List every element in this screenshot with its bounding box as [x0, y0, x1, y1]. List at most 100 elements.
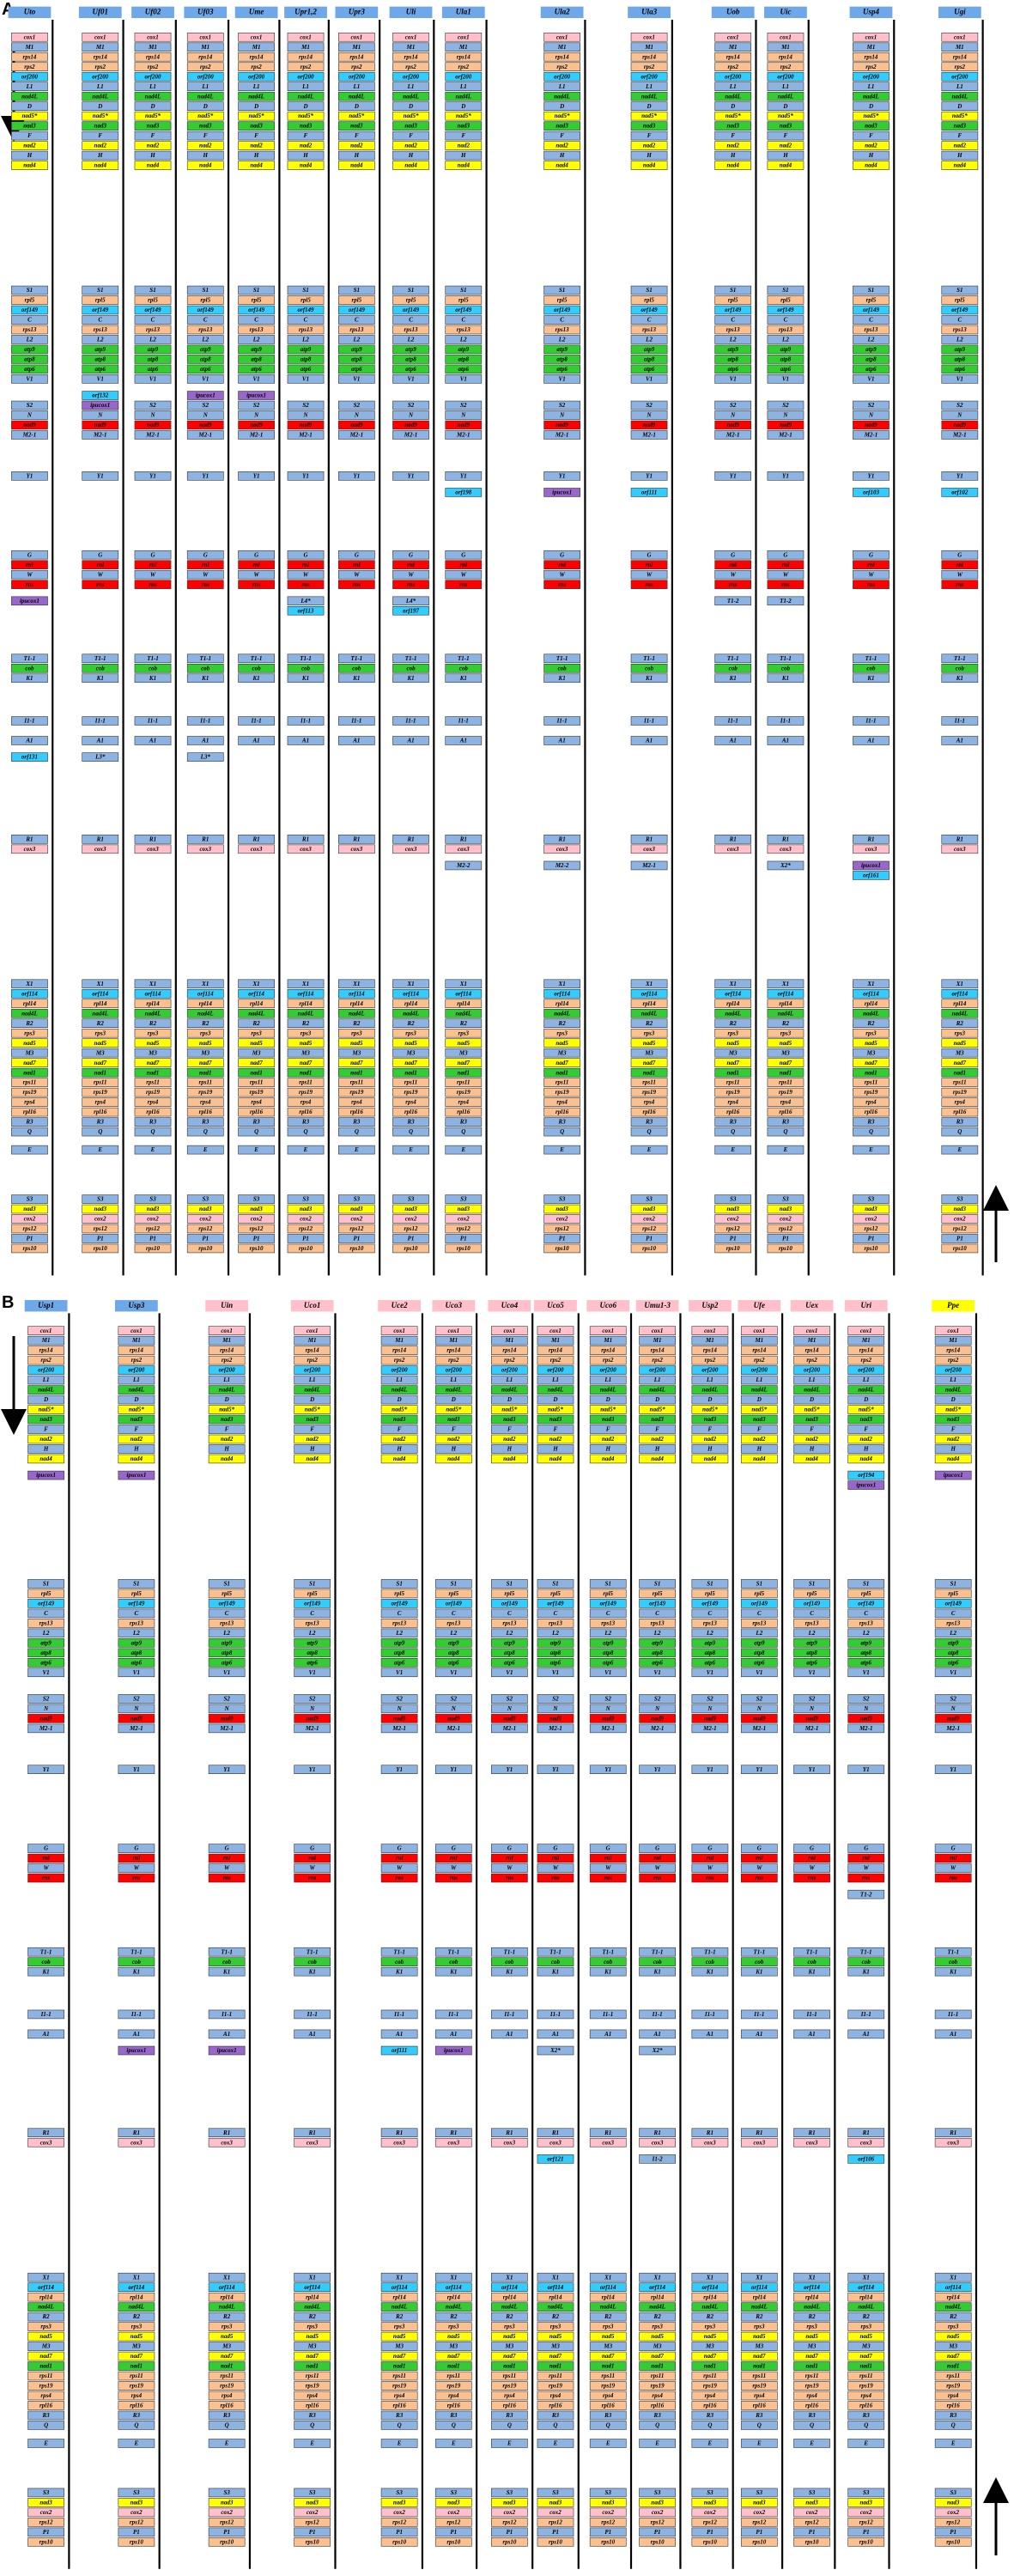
- gene-block-label: D: [302, 103, 307, 110]
- gene-block-label: cox2: [221, 2509, 233, 2516]
- gene-block-label: Q: [134, 2422, 138, 2429]
- gene-block-label: nad7: [393, 2353, 406, 2360]
- gene-block-label: rps14: [94, 53, 107, 60]
- gene-block-label: V1: [460, 376, 467, 383]
- gene-block-label: A1: [755, 2031, 762, 2038]
- gene-block: [134, 1117, 172, 1127]
- species-name: Uco1: [304, 1301, 321, 1309]
- gene-block-label: nad4: [643, 162, 656, 169]
- gene-block-label: T1-1: [199, 655, 211, 662]
- gene-block-label: rps19: [299, 1089, 313, 1096]
- gene-block: [11, 716, 48, 726]
- gene-block-label: rnl: [302, 562, 310, 568]
- gene-block: [11, 569, 48, 580]
- species-name: Ugi: [954, 7, 966, 15]
- gene-block-label: L1: [42, 1376, 50, 1383]
- gene-block-label: atp8: [200, 356, 211, 363]
- gene-block-label: W: [310, 1865, 316, 1872]
- gene-block-label: S2: [223, 1696, 230, 1703]
- gene-block-label: cob: [808, 1959, 817, 1965]
- gene-block-label: rps14: [953, 53, 967, 60]
- gene-block-label: rps19: [726, 1089, 740, 1096]
- gene-block-label: G: [783, 551, 787, 558]
- gene-block-label: orf114: [38, 2284, 54, 2291]
- gene-block-label: rns: [558, 581, 567, 588]
- gene-block-label: rps19: [349, 1089, 363, 1096]
- gene-block: [11, 1234, 48, 1243]
- gene-block-label: orf114: [778, 990, 794, 997]
- gene-block-label: nad3: [704, 1416, 717, 1423]
- gene-block-label: atp9: [458, 346, 470, 353]
- gene-block-label: atp8: [603, 1649, 614, 1656]
- gene-block-label: P1: [604, 2529, 611, 2536]
- gene-block: [134, 1127, 172, 1137]
- gene-block-label: X1: [222, 2274, 230, 2281]
- gene-block-label: C: [757, 1610, 762, 1617]
- gene-block: [82, 1038, 119, 1048]
- gene-block-label: rps3: [301, 1030, 312, 1036]
- gene-block-label: rps12: [946, 2518, 960, 2525]
- gene-block-label: D: [950, 1396, 956, 1403]
- gene-block-label: cox2: [947, 2509, 959, 2516]
- gene-block-label: nad7: [221, 2353, 234, 2360]
- gene-block-label: I1-1: [147, 718, 158, 725]
- gene-block-label: nad3: [556, 1206, 568, 1212]
- gene-block-label: rps2: [644, 64, 655, 70]
- gene-block-label: orf114: [446, 2284, 462, 2291]
- gene-block-label: nad4: [39, 1455, 52, 1462]
- gene-block-label: V1: [506, 1669, 513, 1676]
- gene-block-label: cox3: [405, 846, 417, 853]
- gene-block-label: rnl: [729, 562, 737, 568]
- gene-block-label: C: [951, 1610, 956, 1617]
- species-name: Ula2: [555, 7, 571, 15]
- gene-block-label: cox2: [780, 1216, 792, 1223]
- gene-block-label: cox2: [147, 1216, 159, 1223]
- gene-block-label: W: [397, 1865, 403, 1872]
- gene-block-label: P1: [654, 2529, 661, 2536]
- gene-block-label: D: [97, 103, 102, 110]
- gene-block-label: A1: [406, 738, 414, 744]
- gene-block-label: nad7: [404, 1060, 417, 1066]
- gene-block-label: rps13: [864, 326, 877, 333]
- gene-block-label: nad1: [726, 1069, 738, 1076]
- gene-block: [134, 32, 172, 42]
- gene-block-label: S1: [863, 1581, 869, 1588]
- gene-block-label: orf200: [951, 73, 968, 80]
- gene-block: [11, 471, 48, 481]
- gene-block: [82, 550, 119, 560]
- gene-block-label: G: [757, 1845, 762, 1852]
- gene-block-label: X1: [807, 2274, 815, 2281]
- extra-block-label: orf121: [547, 2155, 563, 2162]
- gene-block-label: rps13: [642, 326, 656, 333]
- gene-block-label: rps13: [250, 326, 264, 333]
- gene-block-label: rps3: [861, 2324, 872, 2330]
- gene-block-label: X1: [653, 2274, 661, 2281]
- gene-block-label: Q: [707, 2422, 712, 2429]
- gene-block-label: V1: [730, 376, 737, 383]
- species-name: Uex: [805, 1301, 818, 1309]
- gene-block-label: nad3: [651, 1416, 664, 1423]
- extra-block-label: orf161: [863, 872, 879, 879]
- gene-block-label: S2: [460, 402, 467, 409]
- gene-block-label: S1: [43, 1581, 49, 1588]
- gene-block-label: rps12: [779, 1225, 792, 1232]
- gene-block-label: nad1: [556, 1069, 568, 1076]
- gene-block-label: R3: [395, 2412, 404, 2419]
- gene-block-label: nad4L: [129, 2304, 145, 2311]
- gene-block-label: rps12: [146, 1225, 160, 1232]
- gene-block-label: orf149: [641, 307, 659, 313]
- gene-block-label: cox2: [860, 2509, 872, 2516]
- gene-block-label: rpl14: [447, 2293, 461, 2300]
- gene-block-label: nad3: [550, 2500, 562, 2506]
- gene-block-label: E: [654, 2440, 659, 2447]
- gene-block-label: atp9: [806, 1639, 817, 1646]
- gene-block-label: rps13: [859, 1619, 873, 1626]
- gene-block-label: V1: [863, 1669, 870, 1676]
- gene-block-label: G: [355, 551, 359, 558]
- gene-block-label: nad3: [94, 123, 107, 130]
- gene-block-label: rps3: [24, 1030, 35, 1036]
- gene-block-label: nad2: [131, 1436, 143, 1443]
- gene-block-label: rns: [450, 1874, 458, 1881]
- gene-block-label: rpl5: [448, 1590, 458, 1597]
- gene-block-label: nad1: [94, 1069, 106, 1076]
